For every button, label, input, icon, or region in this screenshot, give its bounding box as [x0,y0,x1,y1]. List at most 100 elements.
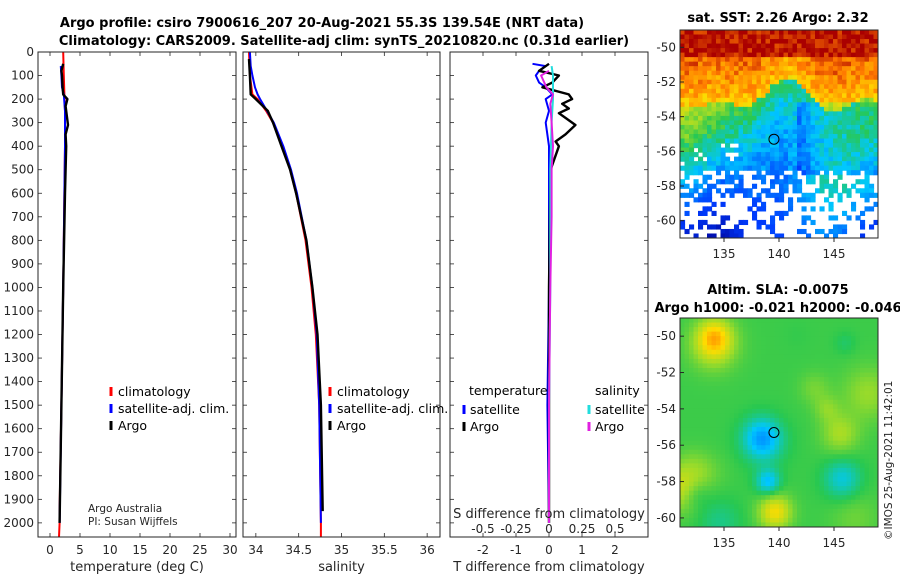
map-cell [774,477,780,483]
map-cell [756,399,762,405]
map-cell [684,395,690,401]
map-cell [698,210,704,216]
map-cell [860,404,866,410]
map-cell [734,467,740,474]
map-cell [824,504,830,510]
map-cell [734,445,740,451]
map-cell [725,386,731,392]
map-cell [873,495,878,501]
map-cell [779,395,785,401]
map-cell [779,354,785,360]
map-cell [684,490,690,496]
map-cell [761,93,767,99]
map-cell [738,165,744,171]
map-cell [797,134,803,140]
map-cell [869,408,875,415]
map-cell [810,381,816,387]
map-cell [725,372,731,378]
map-cell [801,106,807,112]
map-cell [770,124,776,131]
map-cell [729,481,735,487]
map-cell [774,143,780,149]
map-cell [689,354,695,360]
map-cell [864,111,870,117]
map-cell [788,513,794,519]
map-cell [761,219,767,226]
map-cell [851,345,857,351]
map-cell [873,102,878,108]
map-cell [815,340,821,346]
map-cell [783,436,789,442]
map-cell [698,499,704,505]
map-cell [765,43,771,49]
map-cell [855,30,861,36]
map-cell [873,192,878,198]
map-cell [779,75,785,81]
map-cell [734,124,740,131]
map-cell [801,477,807,483]
map-cell [738,377,744,383]
map-cell [684,111,690,117]
map-cell [702,413,708,419]
map-cell [752,454,758,460]
map-cell [765,422,771,428]
map-cell [734,161,740,167]
map-cell [833,134,839,140]
y-tick-label: 1100 [3,304,34,318]
map-cell [707,61,713,67]
map-cell [743,192,749,198]
map-cell [792,66,798,72]
map-cell [797,417,803,424]
map-cell [752,463,758,469]
map-cell [846,445,852,451]
map-cell [729,147,735,153]
map-cell [707,363,713,369]
map-cell [711,372,717,378]
map-cell [702,377,708,383]
map-cell [828,192,834,198]
map-cell [815,477,821,483]
map-cell [855,152,861,158]
map-cell [707,331,713,337]
map-cell [693,322,699,328]
map-cell [833,30,839,36]
map-cell [747,445,753,451]
map-cell [779,399,785,405]
map-cell [761,102,767,108]
legend-label: Argo [595,419,624,434]
map-cell [815,522,821,527]
map-cell [738,345,744,351]
map-cell [810,481,816,487]
map-cell [689,156,695,162]
map-cell [689,43,695,49]
map-cell [792,152,798,158]
map-cell [860,345,866,351]
map-cell [842,463,848,469]
map-cell [743,188,749,194]
map-cell [756,43,762,49]
map-cell [770,467,776,474]
map-cell [684,513,690,519]
map-cell [702,481,708,487]
map-cell [837,377,843,383]
map-cell [869,395,875,401]
map-cell [797,75,803,81]
map-cell [729,161,735,167]
map-cell [828,129,834,135]
map-cell [806,129,812,135]
map-cell [752,440,758,446]
map-cell [783,30,789,36]
map-cell [698,147,704,153]
map-cell [725,57,731,63]
map-cell [824,183,830,189]
map-cell [765,408,771,415]
map-cell [864,399,870,405]
map-cell [752,390,758,396]
map-cell [756,372,762,378]
map-cell [779,336,785,342]
map-cell [747,336,753,342]
map-cell [711,345,717,351]
map-cell [716,93,722,99]
map-cell [792,336,798,342]
map-cell [810,84,816,90]
